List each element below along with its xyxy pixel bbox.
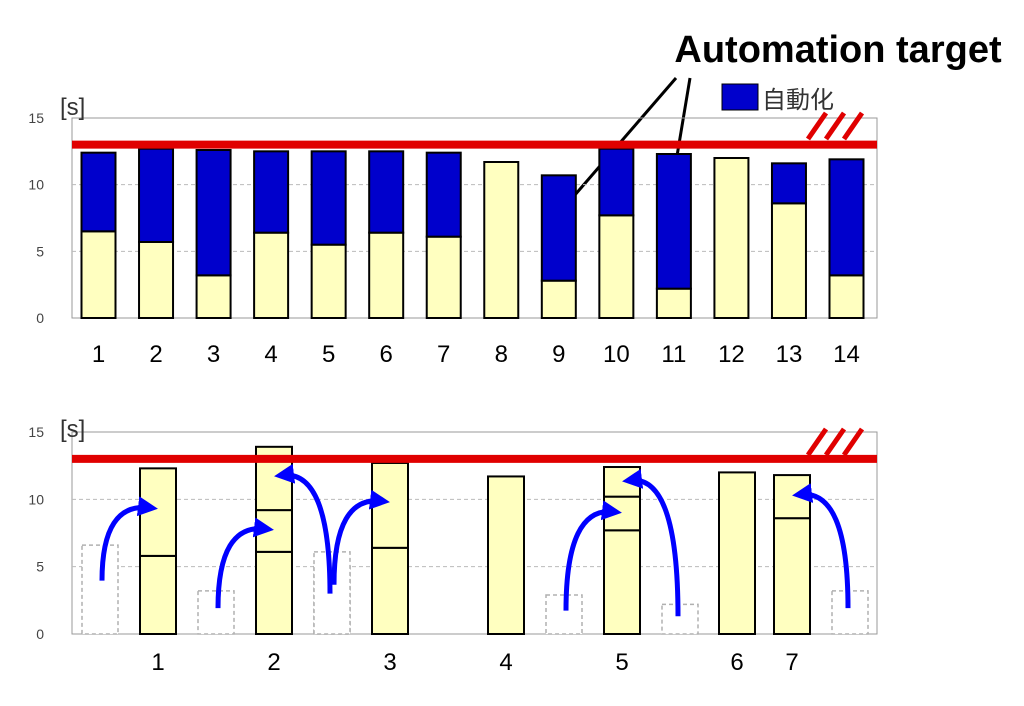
bottom-xtick-label: 5 (615, 649, 628, 676)
top-bar-manual (310, 243, 347, 320)
bottom-bar-segment (139, 467, 177, 557)
bottom-move-arrow (622, 468, 681, 617)
top-xtick-label: 7 (437, 341, 450, 368)
bottom-move-arrow (563, 500, 622, 611)
top-xtick-label: 11 (661, 341, 686, 368)
bottom-break-marks (805, 427, 865, 457)
bottom-move-arrow (274, 463, 333, 594)
top-xtick-label: 13 (776, 341, 803, 368)
bottom-move-arrow (99, 496, 158, 581)
top-bar-manual (253, 231, 290, 320)
bottom-move-arrow (215, 517, 274, 609)
bottom-plot-frame (71, 431, 878, 635)
bottom-xtick-label: 3 (383, 649, 396, 676)
top-break-marks (805, 111, 865, 141)
top-bar-automation (80, 151, 117, 233)
bottom-ghost-bar (81, 544, 119, 635)
top-xtick-label: 6 (380, 341, 393, 368)
bottom-move-arrow (331, 489, 390, 585)
legend-swatch (721, 83, 759, 111)
top-ytick-label: 0 (36, 310, 44, 326)
top-bar-manual (540, 279, 577, 319)
top-bar-manual (770, 202, 807, 319)
top-bar-manual (195, 274, 232, 320)
top-ytick-label: 15 (28, 110, 44, 126)
top-bar-manual (138, 241, 175, 319)
top-xtick-label: 14 (833, 341, 860, 368)
top-bar-manual (598, 214, 635, 319)
top-bar-manual (713, 157, 750, 319)
bottom-xtick-label: 6 (730, 649, 743, 676)
top-xtick-label: 8 (495, 341, 508, 368)
bottom-bar-segment (255, 550, 293, 635)
bottom-ytick-label: 10 (28, 491, 44, 507)
bottom-xtick-label: 2 (267, 649, 280, 676)
bottom-bar-segment (371, 461, 409, 549)
top-bar-manual (828, 274, 865, 320)
top-bar-automation (540, 174, 577, 282)
top-bar-manual (483, 161, 520, 319)
top-xtick-label: 9 (552, 341, 565, 368)
top-bar-manual (368, 231, 405, 320)
bottom-xtick-label: 4 (499, 649, 512, 676)
bottom-bar-segment (139, 554, 177, 635)
bottom-ytick-label: 15 (28, 424, 44, 440)
top-bar-automation (310, 150, 347, 246)
bottom-ytick-label: 5 (36, 559, 44, 575)
top-xtick-label: 5 (322, 341, 335, 368)
top-xtick-label: 12 (718, 341, 745, 368)
top-ytick-label: 10 (28, 177, 44, 193)
top-xtick-label: 10 (603, 341, 630, 368)
top-xtick-label: 4 (264, 341, 277, 368)
top-xtick-label: 3 (207, 341, 220, 368)
bottom-xtick-label: 1 (151, 649, 164, 676)
top-bar-manual (655, 287, 692, 319)
top-ylabel: [s] (60, 94, 85, 121)
top-bar-automation (598, 147, 635, 217)
top-bar-automation (655, 153, 692, 290)
top-bar-automation (138, 147, 175, 244)
top-xtick-label: 2 (149, 341, 162, 368)
bottom-bar-segment (487, 475, 525, 635)
top-bar-automation (828, 158, 865, 277)
top-bar-automation (253, 150, 290, 234)
bottom-bar-segment (773, 517, 811, 635)
legend-label: 自動化 (762, 87, 834, 114)
top-bar-automation (368, 150, 405, 234)
top-bar-automation (770, 162, 807, 205)
top-bar-manual (425, 235, 462, 320)
top-bar-manual (80, 230, 117, 319)
bottom-move-arrow (792, 483, 851, 609)
top-bar-automation (425, 151, 462, 238)
top-bar-automation (195, 149, 232, 277)
bottom-bar-segment (603, 529, 641, 635)
top-ytick-label: 5 (36, 243, 44, 259)
top-plot-frame (71, 117, 878, 319)
annotation-title: Automation target (674, 29, 1002, 71)
bottom-ytick-label: 0 (36, 626, 44, 642)
bottom-ylabel: [s] (60, 416, 85, 443)
bottom-bar-segment (718, 471, 756, 635)
bottom-xtick-label: 7 (785, 649, 798, 676)
bottom-chart: [s] 1 2 3 4 5 6 7 0 5 10 15 (28, 416, 878, 676)
top-xtick-label: 1 (92, 341, 105, 368)
bottom-bar-segment (371, 546, 409, 636)
